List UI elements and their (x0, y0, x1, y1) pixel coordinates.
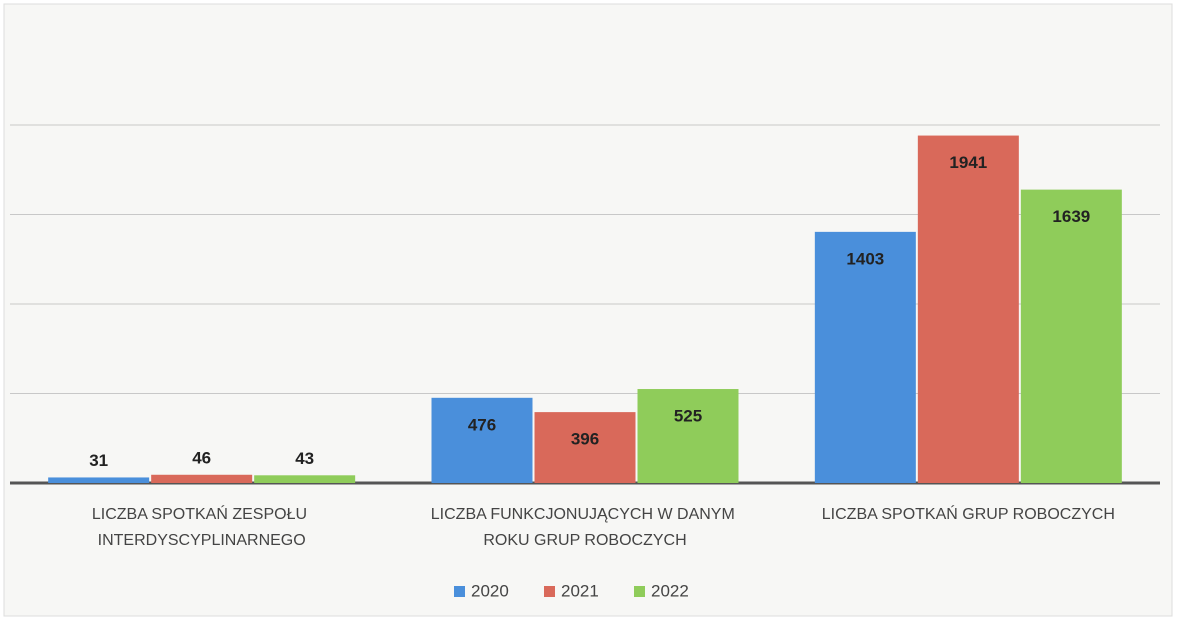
data-label: 46 (192, 448, 211, 467)
bar (534, 412, 636, 483)
bar (637, 389, 739, 483)
legend-swatch (454, 586, 465, 597)
bar (431, 397, 533, 483)
x-tick-label: LICZBA SPOTKAŃ GRUP ROBOCZYCH (822, 504, 1115, 523)
data-label: 43 (295, 449, 314, 468)
x-tick-label: LICZBA FUNKCJONUJĄCYCH W DANYM ROKU GRUP… (431, 506, 739, 549)
bar (1020, 189, 1122, 483)
legend-label: 2021 (561, 581, 599, 600)
legend-label: 2020 (471, 581, 509, 600)
data-label: 31 (89, 451, 108, 470)
legend-label: 2022 (651, 581, 689, 600)
legend-swatch (544, 586, 555, 597)
x-tick-label: LICZBA SPOTKAŃ ZESPOŁU INTERDYSCYPLINARN… (92, 504, 312, 549)
bar (151, 474, 253, 483)
data-label: 1941 (949, 153, 987, 172)
data-label: 396 (571, 430, 599, 449)
data-label: 1403 (846, 249, 884, 268)
bar (814, 231, 916, 483)
data-label: 476 (468, 415, 496, 434)
bar (917, 135, 1019, 483)
data-label: 525 (674, 407, 702, 426)
bar (48, 477, 150, 483)
bar (254, 475, 356, 483)
legend-swatch (634, 586, 645, 597)
data-label: 1639 (1052, 207, 1090, 226)
